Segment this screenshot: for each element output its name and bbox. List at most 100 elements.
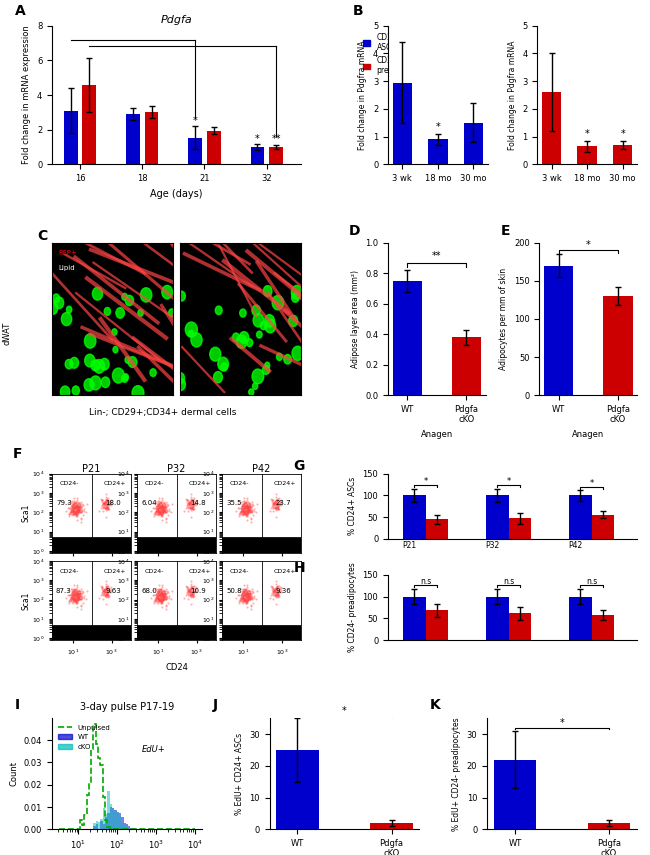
Point [76,593,86,606]
Point [244,498,254,511]
Bar [137,539,216,553]
Point [153,587,163,600]
Point [270,494,281,508]
Circle shape [138,310,143,316]
Point [185,494,196,508]
Point [159,499,170,513]
Point [185,501,195,515]
Point [185,589,195,603]
Point [186,582,196,596]
Point [77,590,87,604]
Point [70,500,80,514]
Point [72,498,83,512]
Point [155,500,165,514]
Point [184,584,194,598]
Circle shape [291,286,302,299]
Point [244,592,255,605]
Point [67,588,77,602]
Point [242,501,252,515]
Title: P21: P21 [82,463,101,474]
Point [66,593,76,606]
Circle shape [236,335,247,349]
Text: Lin-; CD29+;CD34+ dermal cells: Lin-; CD29+;CD34+ dermal cells [89,408,236,416]
Point [70,498,81,511]
Point [242,593,252,606]
Point [154,585,164,598]
Point [72,587,82,600]
Text: 35.5: 35.5 [226,500,242,506]
Point [74,504,85,517]
Point [184,497,194,510]
Circle shape [276,353,282,361]
Point [185,584,196,598]
Point [71,587,81,600]
Point [237,588,248,602]
Circle shape [125,357,131,363]
Point [73,502,83,516]
Point [242,503,252,516]
Point [103,497,114,510]
Point [243,587,254,601]
Point [159,587,170,600]
Point [156,501,166,515]
Point [157,513,168,527]
Point [155,594,166,608]
Point [245,585,255,598]
Point [184,583,194,597]
Point [69,498,79,511]
Point [190,498,201,511]
Point [155,586,165,599]
Point [75,500,85,514]
Point [188,586,199,599]
Point [68,502,79,516]
Point [244,587,254,601]
Point [64,501,74,515]
Point [69,593,79,607]
Point [153,587,163,600]
Title: P42: P42 [252,463,271,474]
Point [69,585,79,598]
Circle shape [169,309,175,316]
Point [68,587,79,600]
Circle shape [265,363,270,369]
Circle shape [188,330,194,337]
Point [179,504,190,517]
Point [72,504,83,518]
Point [151,593,162,606]
Point [158,504,168,517]
Point [269,497,280,510]
Point [185,585,196,598]
Point [156,504,166,518]
Point [244,590,254,604]
Point [243,593,254,607]
Point [274,498,284,512]
Point [154,584,164,598]
Point [157,595,168,609]
Point [186,495,196,509]
X-axis label: Age (days): Age (days) [150,189,203,198]
Point [72,503,82,516]
Text: CD24+: CD24+ [188,569,211,574]
Point [239,581,249,595]
Point [66,504,76,517]
Point [241,505,252,519]
Point [238,593,248,606]
Text: CD24+: CD24+ [274,569,296,574]
Point [153,499,163,513]
Point [75,498,85,511]
Point [69,586,79,599]
Point [187,584,198,598]
Point [237,587,247,601]
Point [166,505,176,519]
Point [152,503,162,516]
Point [72,509,82,522]
Circle shape [150,369,156,376]
Point [272,587,282,601]
Point [268,587,278,601]
Point [244,503,254,516]
Point [159,504,170,517]
Point [157,600,168,614]
Point [72,507,82,521]
Point [181,581,192,594]
Point [98,504,108,518]
